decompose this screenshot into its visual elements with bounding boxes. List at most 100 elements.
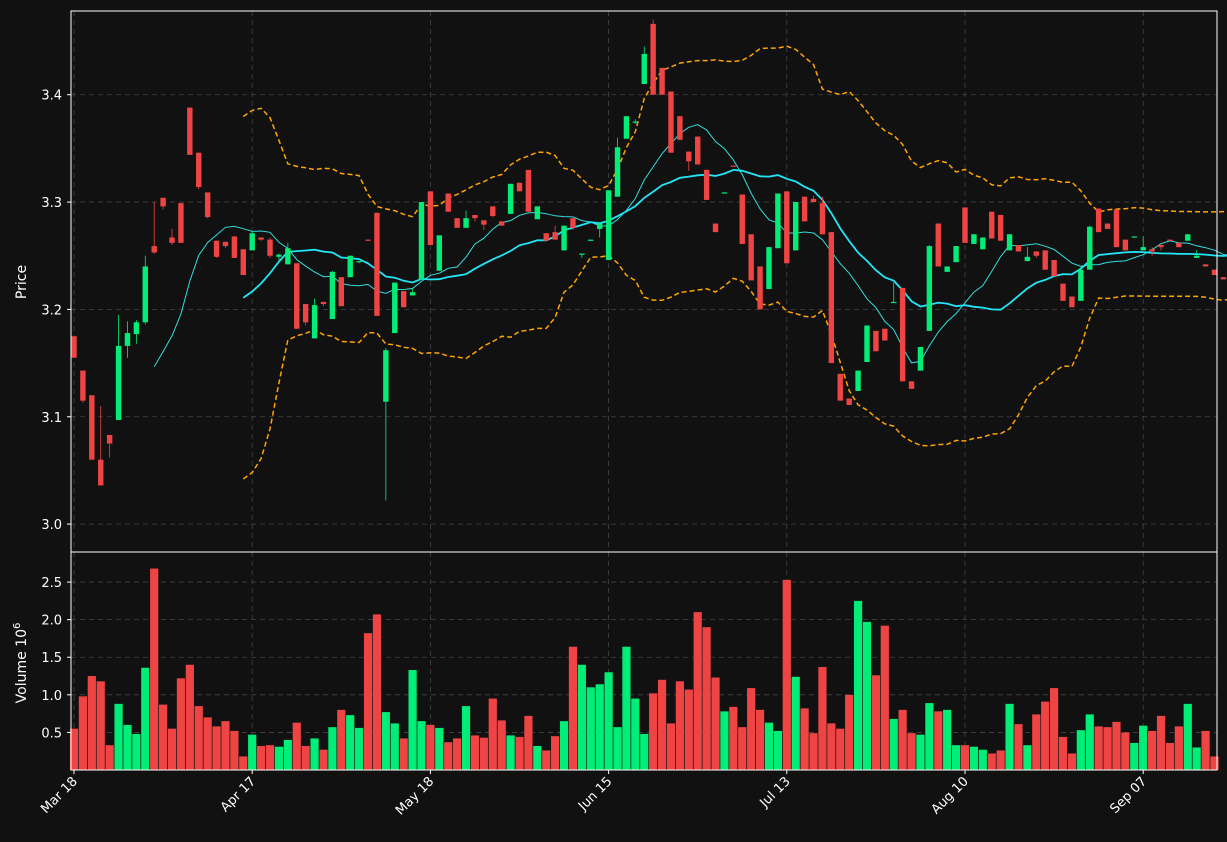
candle <box>668 91 674 153</box>
price-tick-label: 3.1 <box>41 411 62 426</box>
candle-body <box>659 67 665 95</box>
candle <box>926 245 933 331</box>
volume-tick-label: 1.0 <box>41 689 62 704</box>
candle <box>855 370 861 391</box>
volume-bar <box>257 745 266 770</box>
volume-bar <box>506 735 515 770</box>
candle <box>240 249 246 276</box>
candle-body <box>570 218 576 228</box>
candle <box>151 202 157 254</box>
candle-body <box>151 246 157 253</box>
candle <box>712 223 719 233</box>
price-axis-label: Price <box>14 265 30 299</box>
candle <box>1193 250 1200 258</box>
candle-body <box>953 246 959 263</box>
volume-bar <box>1165 742 1175 770</box>
candle-body <box>196 152 202 188</box>
candle-body <box>302 304 309 323</box>
volume-bar <box>916 734 925 770</box>
candle-body <box>445 193 451 212</box>
volume-bar <box>461 706 471 770</box>
candle <box>89 395 95 460</box>
candle-body <box>142 266 148 323</box>
volume-panel-frame <box>70 551 1218 771</box>
candle-body <box>516 182 523 192</box>
volume-bar <box>1067 753 1077 770</box>
volume-bar <box>1032 714 1041 770</box>
candle <box>71 336 77 358</box>
volume-bar <box>827 723 836 770</box>
candle <box>115 314 122 420</box>
volume-bar <box>755 709 765 770</box>
candle <box>498 221 505 226</box>
candle <box>1060 283 1066 301</box>
candle-body <box>106 434 113 444</box>
candle <box>810 195 817 203</box>
volume-axis-label: Volume 106 <box>12 623 30 704</box>
volume-bar <box>889 718 898 770</box>
volume-bar <box>862 621 872 770</box>
volume-bar <box>1058 736 1068 770</box>
candle <box>828 232 835 364</box>
volume-bar <box>622 646 631 770</box>
candle-body <box>864 325 870 363</box>
candle-body <box>775 193 781 249</box>
volume-bars <box>69 568 1219 770</box>
volume-bar <box>123 724 132 770</box>
volume-bar <box>533 745 542 770</box>
volume-bar <box>319 749 328 770</box>
volume-bar <box>132 733 141 770</box>
candle-body <box>71 336 77 358</box>
candle <box>365 239 371 241</box>
candle-body <box>997 214 1004 241</box>
candle <box>543 233 549 241</box>
candle <box>1078 266 1084 301</box>
volume-bar <box>836 728 845 770</box>
candle-body <box>588 239 594 241</box>
candle-body <box>98 459 104 486</box>
candle <box>409 287 416 296</box>
candle-body <box>855 370 861 391</box>
candle-body <box>311 305 318 339</box>
candle <box>285 242 291 265</box>
candle <box>472 214 478 222</box>
candle-body <box>187 107 193 155</box>
candle-body <box>882 328 888 341</box>
volume-bar <box>301 745 310 770</box>
candle <box>276 253 282 262</box>
candle-body <box>650 23 656 95</box>
candle <box>490 206 496 218</box>
bollinger-upper-line <box>242 45 1227 218</box>
candle-body <box>730 165 737 167</box>
volume-bar <box>488 698 497 770</box>
candle-body <box>543 233 549 241</box>
volume-bar <box>764 722 774 770</box>
bollinger-lower-line <box>242 254 1227 480</box>
volume-bar <box>551 736 560 770</box>
candle <box>525 169 532 212</box>
candle <box>1122 239 1129 251</box>
volume-bar <box>684 689 693 770</box>
candle-body <box>249 233 255 251</box>
volume-bar <box>1156 715 1166 770</box>
candle <box>187 107 193 155</box>
volume-bar <box>105 745 114 770</box>
candle <box>133 320 140 344</box>
candle-body <box>160 197 166 207</box>
volume-bar <box>809 733 818 770</box>
volume-bar <box>159 704 168 770</box>
candle-body <box>605 190 612 261</box>
candle-body <box>1202 264 1209 267</box>
candle <box>222 241 229 249</box>
candle-body <box>276 254 282 257</box>
volume-bar <box>969 746 979 770</box>
volume-bar <box>1050 688 1059 770</box>
volume-bar <box>1041 701 1050 770</box>
candle-body <box>409 292 416 296</box>
candle-body <box>258 237 264 240</box>
candle-body <box>1104 223 1111 229</box>
candle-body <box>632 121 639 123</box>
candle-body <box>926 246 933 331</box>
volume-bar <box>497 720 506 770</box>
volume-bar <box>355 727 364 770</box>
